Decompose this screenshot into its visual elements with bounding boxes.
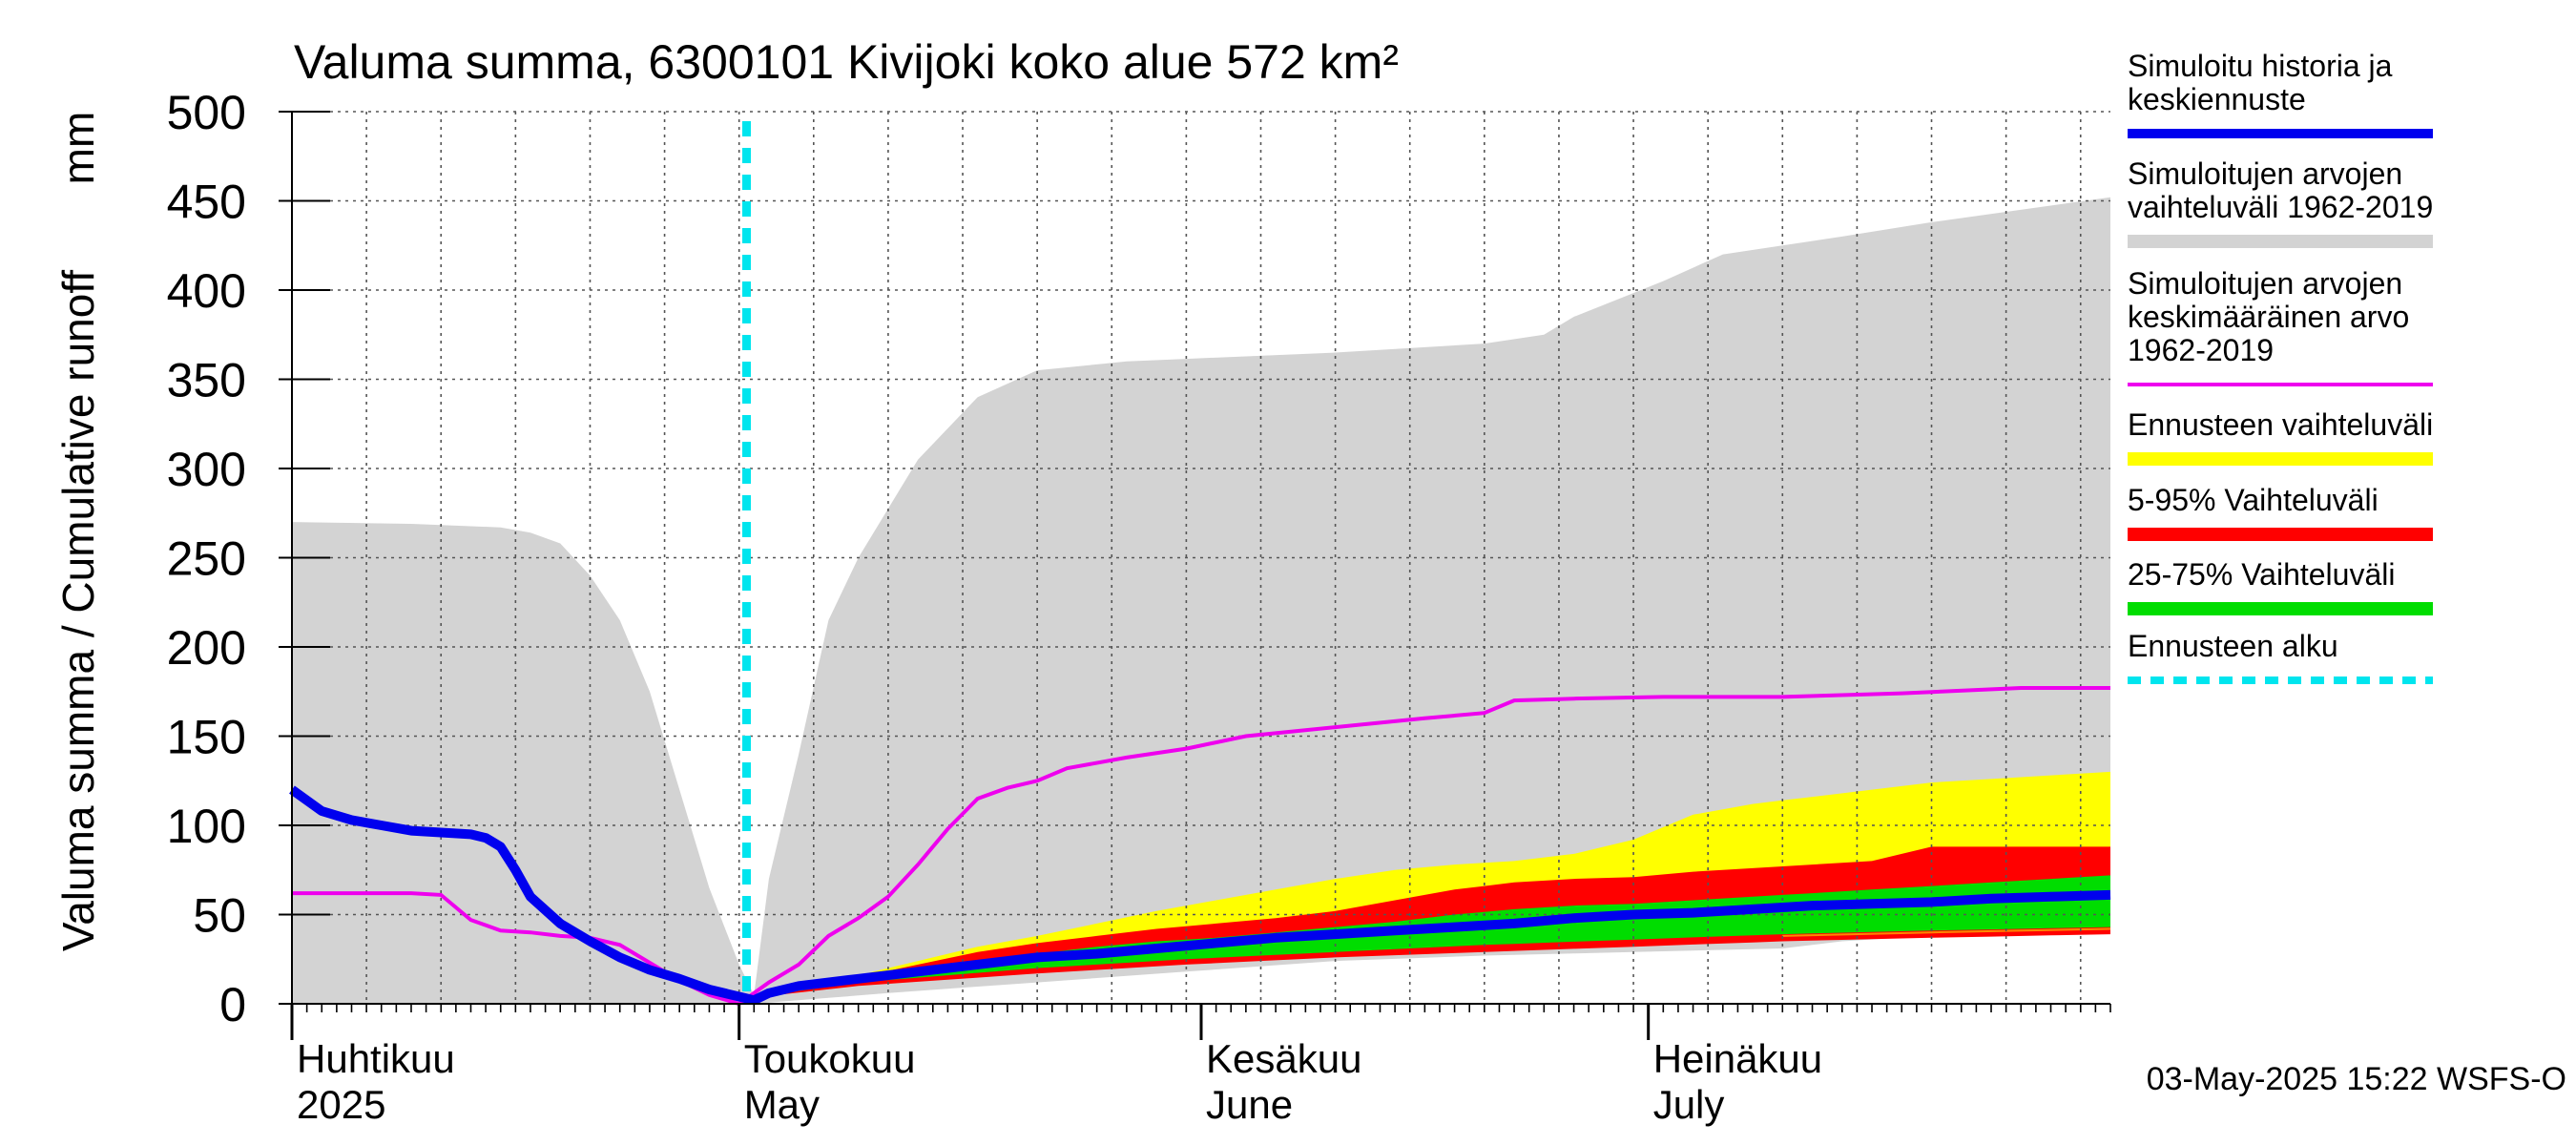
legend-label: keskimääräinen arvo [2128, 300, 2409, 334]
y-tick-label: 100 [167, 800, 246, 853]
bands-layer [292, 197, 2111, 1005]
legend-label: Ennusteen vaihteluväli [2128, 407, 2433, 442]
legend-label: Ennusteen alku [2128, 629, 2338, 663]
grid-layer [291, 111, 2110, 1004]
forecast-lower-edge [1782, 927, 2111, 937]
y-tick-label: 300 [167, 443, 246, 496]
lines-layer [289, 121, 2111, 1007]
band-range-1962-2019 [292, 197, 2110, 1005]
y-tick-label: 200 [167, 621, 246, 675]
y-axis-unit: mm [53, 112, 103, 185]
legend-label: Simuloitujen arvojen [2128, 156, 2402, 191]
legend-label: 25-75% Vaihteluväli [2128, 557, 2395, 592]
footer-timestamp: 03-May-2025 15:22 WSFS-O [2147, 1061, 2566, 1097]
y-tick-label: 500 [167, 86, 246, 139]
line-mean-1962-2019 [292, 686, 2110, 1007]
x-month-label: Huhtikuu [297, 1036, 455, 1081]
x-month-label: Kesäkuu [1206, 1036, 1361, 1081]
y-tick-label: 50 [193, 889, 246, 943]
x-month-label: Heinäkuu [1653, 1036, 1822, 1081]
y-tick-label: 400 [167, 264, 246, 318]
x-month-sublabel: 2025 [297, 1082, 385, 1127]
x-month-sublabel: May [744, 1082, 820, 1127]
chart-title: Valuma summa, 6300101 Kivijoki koko alue… [294, 35, 1399, 89]
legend-label: keskiennuste [2128, 82, 2306, 116]
line-history-median [289, 785, 2111, 1006]
legend-label: Simuloitu historia ja [2128, 49, 2393, 83]
x-month-sublabel: July [1653, 1082, 1725, 1127]
axes-layer [279, 111, 2111, 1040]
text-layer: Valuma summa, 6300101 Kivijoki koko alue… [53, 35, 2566, 1127]
y-tick-label: 250 [167, 532, 246, 586]
y-tick-label: 150 [167, 711, 246, 764]
legend-label: 1962-2019 [2128, 333, 2274, 367]
legend-label: Simuloitujen arvojen [2128, 266, 2402, 301]
x-month-sublabel: June [1206, 1082, 1293, 1127]
y-tick-label: 0 [219, 978, 246, 1031]
y-tick-label: 350 [167, 354, 246, 407]
x-month-label: Toukokuu [744, 1036, 916, 1081]
y-axis-label: Valuma summa / Cumulative runoff [53, 270, 103, 951]
legend-label: vaihteluväli 1962-2019 [2128, 190, 2433, 224]
y-tick-label: 450 [167, 176, 246, 229]
legend-label: 5-95% Vaihteluväli [2128, 483, 2379, 517]
